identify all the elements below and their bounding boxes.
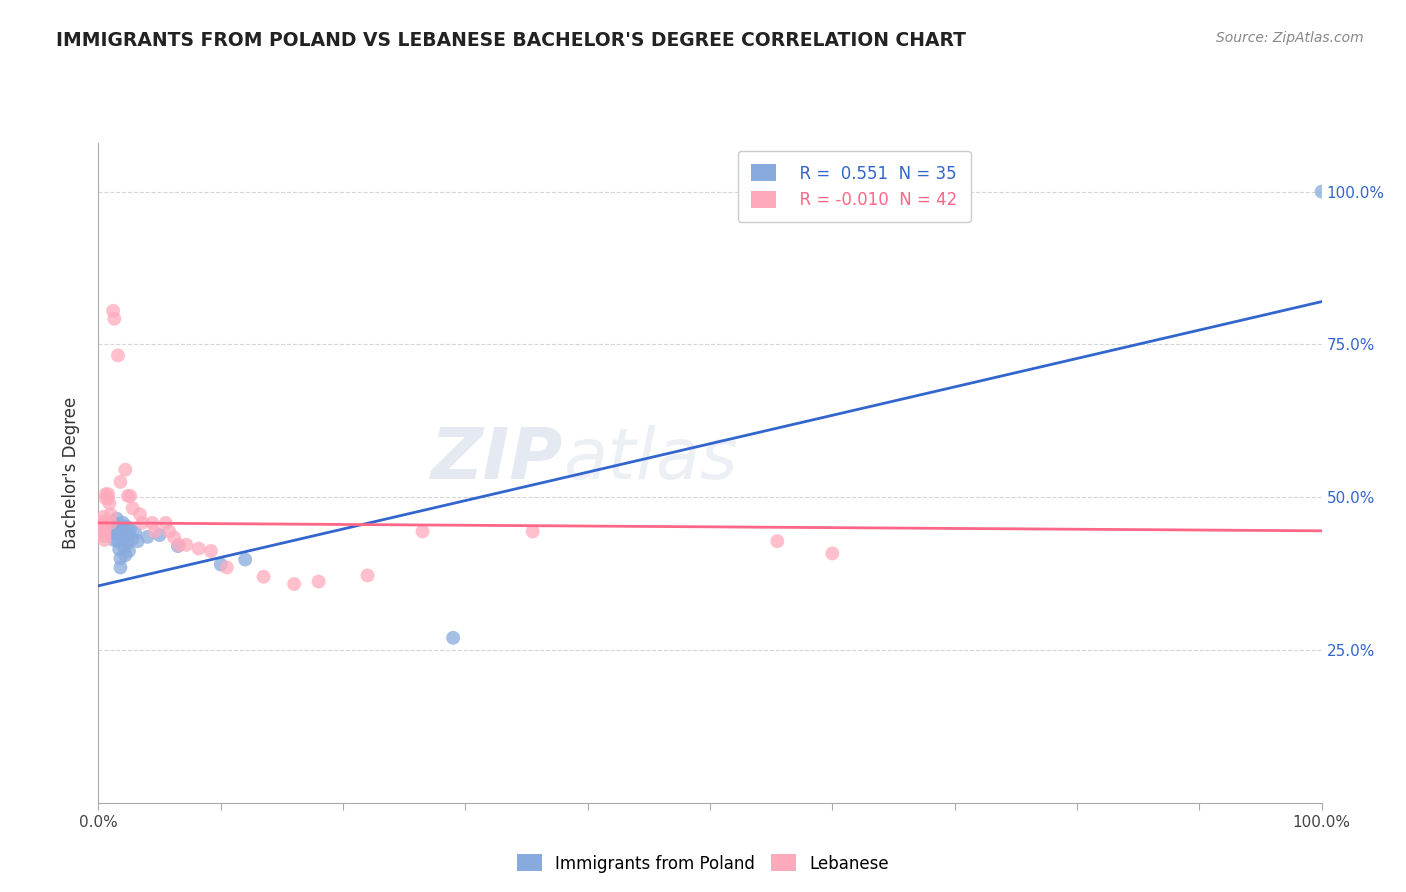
Point (141, 516, 163, 530)
Point (120, 489, 142, 503)
Text: IMMIGRANTS FROM POLAND VS LEBANESE BACHELOR'S DEGREE CORRELATION CHART: IMMIGRANTS FROM POLAND VS LEBANESE BACHE… (56, 31, 966, 50)
Point (308, 574, 330, 589)
Point (107, 534, 129, 549)
Point (91, 509, 114, 524)
Point (98, 496, 121, 510)
Point (114, 463, 136, 477)
Point (105, 511, 128, 525)
Point (129, 508, 152, 522)
Point (110, 560, 132, 574)
Point (93, 533, 115, 547)
Point (97, 487, 120, 501)
Point (93, 525, 115, 540)
Point (356, 568, 378, 582)
Point (121, 532, 143, 546)
Point (97, 517, 120, 532)
Point (136, 530, 159, 544)
Point (143, 524, 166, 539)
Point (94, 487, 117, 501)
Point (200, 544, 222, 558)
Text: Source: ZipAtlas.com: Source: ZipAtlas.com (1216, 31, 1364, 45)
Point (100, 516, 122, 530)
Point (167, 539, 190, 553)
Point (97, 491, 120, 506)
Point (167, 538, 190, 552)
Point (1310, 185, 1333, 199)
Point (105, 519, 128, 533)
Point (120, 522, 142, 536)
Point (131, 516, 153, 530)
Point (209, 558, 232, 572)
Point (441, 631, 464, 645)
Legend: Immigrants from Poland, Lebanese: Immigrants from Poland, Lebanese (510, 847, 896, 880)
Point (127, 534, 149, 549)
Point (93, 517, 115, 532)
Point (111, 524, 134, 538)
Legend:   R =  0.551  N = 35,   R = -0.010  N = 42: R = 0.551 N = 35, R = -0.010 N = 42 (738, 151, 970, 222)
Point (110, 475, 132, 489)
Y-axis label: Bachelor's Degree: Bachelor's Degree (62, 397, 80, 549)
Point (114, 548, 136, 563)
Point (522, 524, 544, 539)
Point (149, 528, 172, 542)
Point (124, 525, 146, 540)
Point (103, 521, 125, 535)
Point (252, 569, 274, 583)
Point (155, 516, 177, 530)
Point (110, 551, 132, 566)
Point (100, 527, 122, 541)
Point (821, 546, 844, 560)
Point (93, 522, 115, 536)
Point (103, 527, 125, 541)
Point (233, 552, 256, 566)
Point (100, 508, 122, 522)
Point (215, 560, 238, 574)
Point (115, 519, 138, 533)
Point (103, 311, 125, 326)
Point (117, 528, 139, 542)
Point (93, 529, 115, 543)
Point (107, 348, 129, 362)
Point (100, 524, 122, 538)
Point (111, 532, 134, 546)
Point (412, 524, 434, 539)
Point (283, 577, 305, 591)
Point (105, 527, 128, 541)
Point (100, 521, 122, 535)
Point (118, 544, 141, 558)
Point (117, 536, 139, 550)
Point (101, 303, 124, 318)
Point (112, 541, 135, 555)
Point (103, 533, 125, 547)
Point (157, 524, 180, 539)
Point (91, 515, 114, 529)
Point (766, 534, 789, 549)
Text: ZIP: ZIP (432, 425, 564, 494)
Point (111, 516, 134, 530)
Point (176, 538, 198, 552)
Point (108, 542, 131, 557)
Point (94, 491, 117, 506)
Point (187, 541, 209, 556)
Point (163, 531, 186, 545)
Point (101, 515, 124, 529)
Text: atlas: atlas (564, 425, 738, 494)
Point (121, 501, 143, 516)
Point (117, 489, 139, 503)
